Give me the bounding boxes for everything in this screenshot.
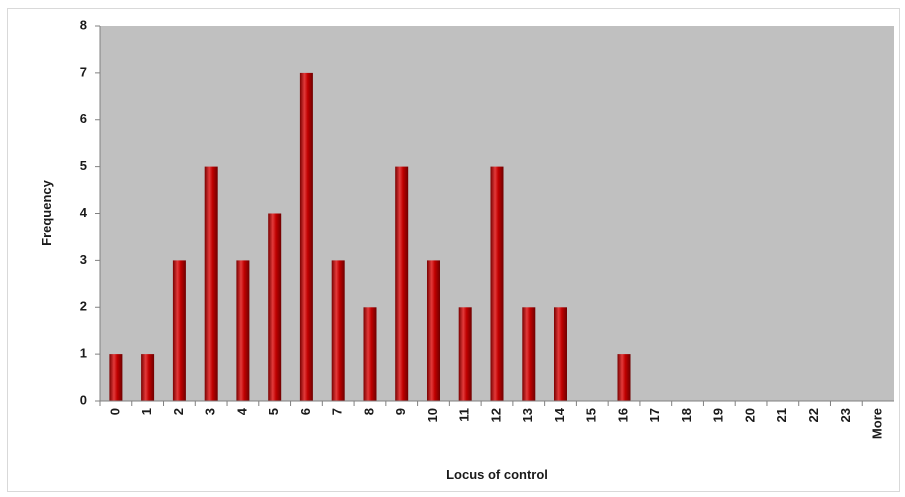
bar-4 [236,260,250,401]
y-tick-label: 6 [80,111,87,126]
x-tick-label: 15 [584,408,599,422]
bar-10 [427,260,440,401]
y-tick-label: 3 [80,252,87,267]
bars-group [109,72,631,402]
bar-2 [172,260,186,401]
bar-14 [554,307,567,402]
y-axis-ticks: 0 1 2 3 4 5 6 7 8 [80,17,100,407]
bar-1 [141,354,155,401]
x-tick-label: 6 [298,408,313,415]
x-tick-label: 12 [488,408,503,422]
x-tick-label: 3 [203,408,218,415]
bar-7 [331,260,345,401]
x-tick-label: 20 [743,408,758,422]
x-tick-label: 1 [139,408,154,415]
x-tick-label: 5 [266,408,281,415]
x-tick-label: 7 [330,408,345,415]
bar-6 [299,72,313,402]
bar-9 [395,166,409,401]
y-tick-label: 1 [80,346,87,361]
x-tick-label: 16 [615,408,630,422]
x-tick-label: 14 [552,407,567,422]
x-tick-label: More [870,408,885,439]
y-tick-label: 4 [80,205,88,220]
x-tick-label: 2 [171,408,186,415]
bar-13 [522,307,536,402]
x-tick-label: 18 [679,408,694,422]
bar-16 [617,354,631,401]
x-tick-label: 4 [234,407,249,415]
bar-3 [204,166,218,401]
x-tick-label: 23 [838,408,853,422]
x-tick-label: 19 [711,408,726,422]
y-axis-title: Frequency [39,179,54,246]
y-tick-label: 8 [80,17,87,32]
x-tick-label: 13 [520,408,535,422]
y-tick-label: 7 [80,64,87,79]
x-axis-title: Locus of control [446,467,548,482]
y-tick-label: 0 [80,392,87,407]
x-tick-label: 21 [774,408,789,422]
x-tick-label: 8 [361,408,376,415]
bar-8 [363,307,377,402]
y-tick-label: 5 [80,158,87,173]
bar-11 [458,307,472,402]
x-tick-label: 22 [806,408,821,422]
bar-5 [268,213,282,401]
x-tick-label: 17 [647,408,662,422]
x-tick-label: 11 [457,408,472,422]
x-axis-ticks: 0 1 2 3 4 5 6 7 8 9 10 11 12 13 14 15 16 17 18 19 20 21 22 23 Mo… [99,401,885,439]
y-tick-label: 2 [80,299,87,314]
bar-0 [109,354,123,401]
x-tick-label: 9 [393,408,408,415]
x-tick-label: 10 [425,408,440,422]
bar-12 [490,166,504,401]
x-tick-label: 0 [107,408,122,415]
